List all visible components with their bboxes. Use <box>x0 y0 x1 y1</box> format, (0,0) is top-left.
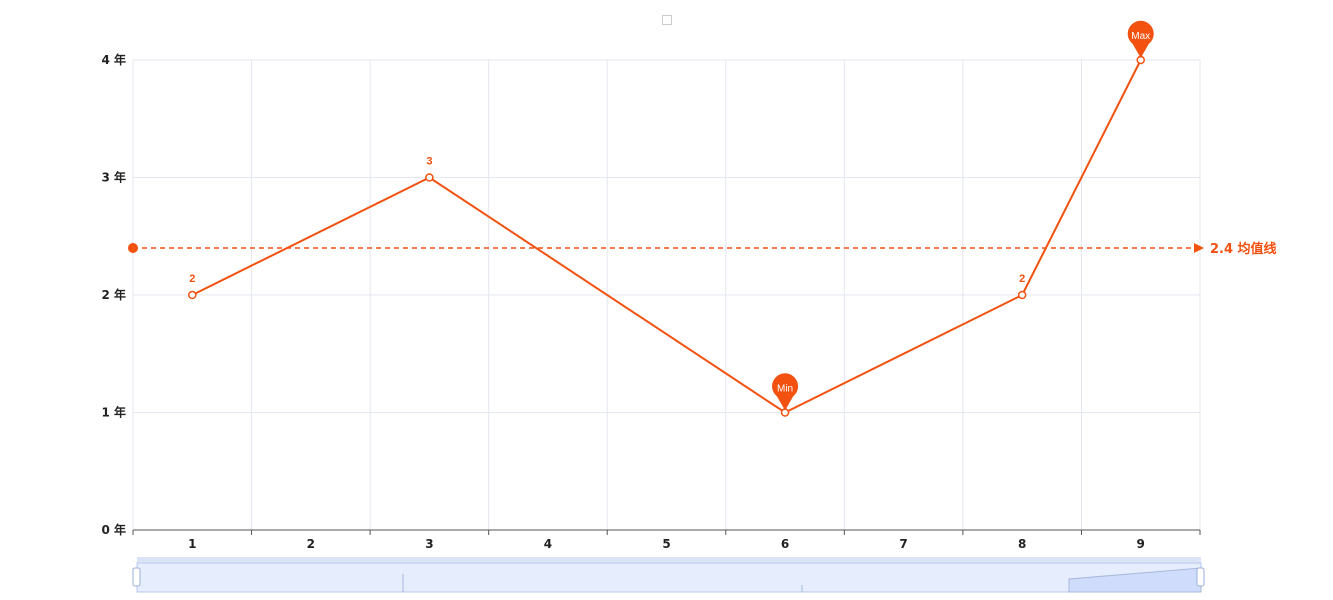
data-label: 3 <box>426 156 432 168</box>
average-line-label: 2.4 均值线 <box>1210 241 1277 257</box>
data-label: 2 <box>189 273 195 285</box>
legend-marker[interactable] <box>662 15 672 25</box>
average-line-start-dot <box>128 243 138 253</box>
datazoom-handle-left[interactable] <box>132 567 141 587</box>
x-tick-label: 5 <box>662 537 670 551</box>
datazoom-track <box>137 557 1201 563</box>
min-pin <box>772 373 799 411</box>
average-line-arrow <box>1194 243 1204 253</box>
y-tick-label: 2 年 <box>101 287 126 302</box>
x-tick-label: 7 <box>899 537 907 551</box>
x-tick-label: 6 <box>781 537 789 551</box>
y-tick-label: 1 年 <box>101 405 126 420</box>
data-point[interactable] <box>188 290 197 300</box>
datazoom-handle-right[interactable] <box>1196 567 1205 587</box>
data-point[interactable] <box>1017 290 1027 300</box>
data-label: 2 <box>1019 273 1025 285</box>
y-tick-label: 3 年 <box>101 170 126 185</box>
y-tick-label: 4 年 <box>101 52 126 67</box>
series-line <box>191 59 1142 414</box>
data-point[interactable] <box>425 173 434 182</box>
x-tick-label: 4 <box>544 537 552 551</box>
min-pin-label: Min <box>777 384 793 395</box>
max-pin <box>1127 20 1154 58</box>
x-tick-label: 2 <box>307 537 315 551</box>
y-tick-label: 0 年 <box>101 522 126 537</box>
max-pin-label: Max <box>1131 31 1150 42</box>
x-tick-label: 1 <box>188 537 196 551</box>
datazoom-window[interactable] <box>136 562 1202 593</box>
x-tick-label: 3 <box>425 537 433 551</box>
x-tick-label: 9 <box>1137 537 1145 551</box>
x-tick-label: 8 <box>1018 537 1026 551</box>
